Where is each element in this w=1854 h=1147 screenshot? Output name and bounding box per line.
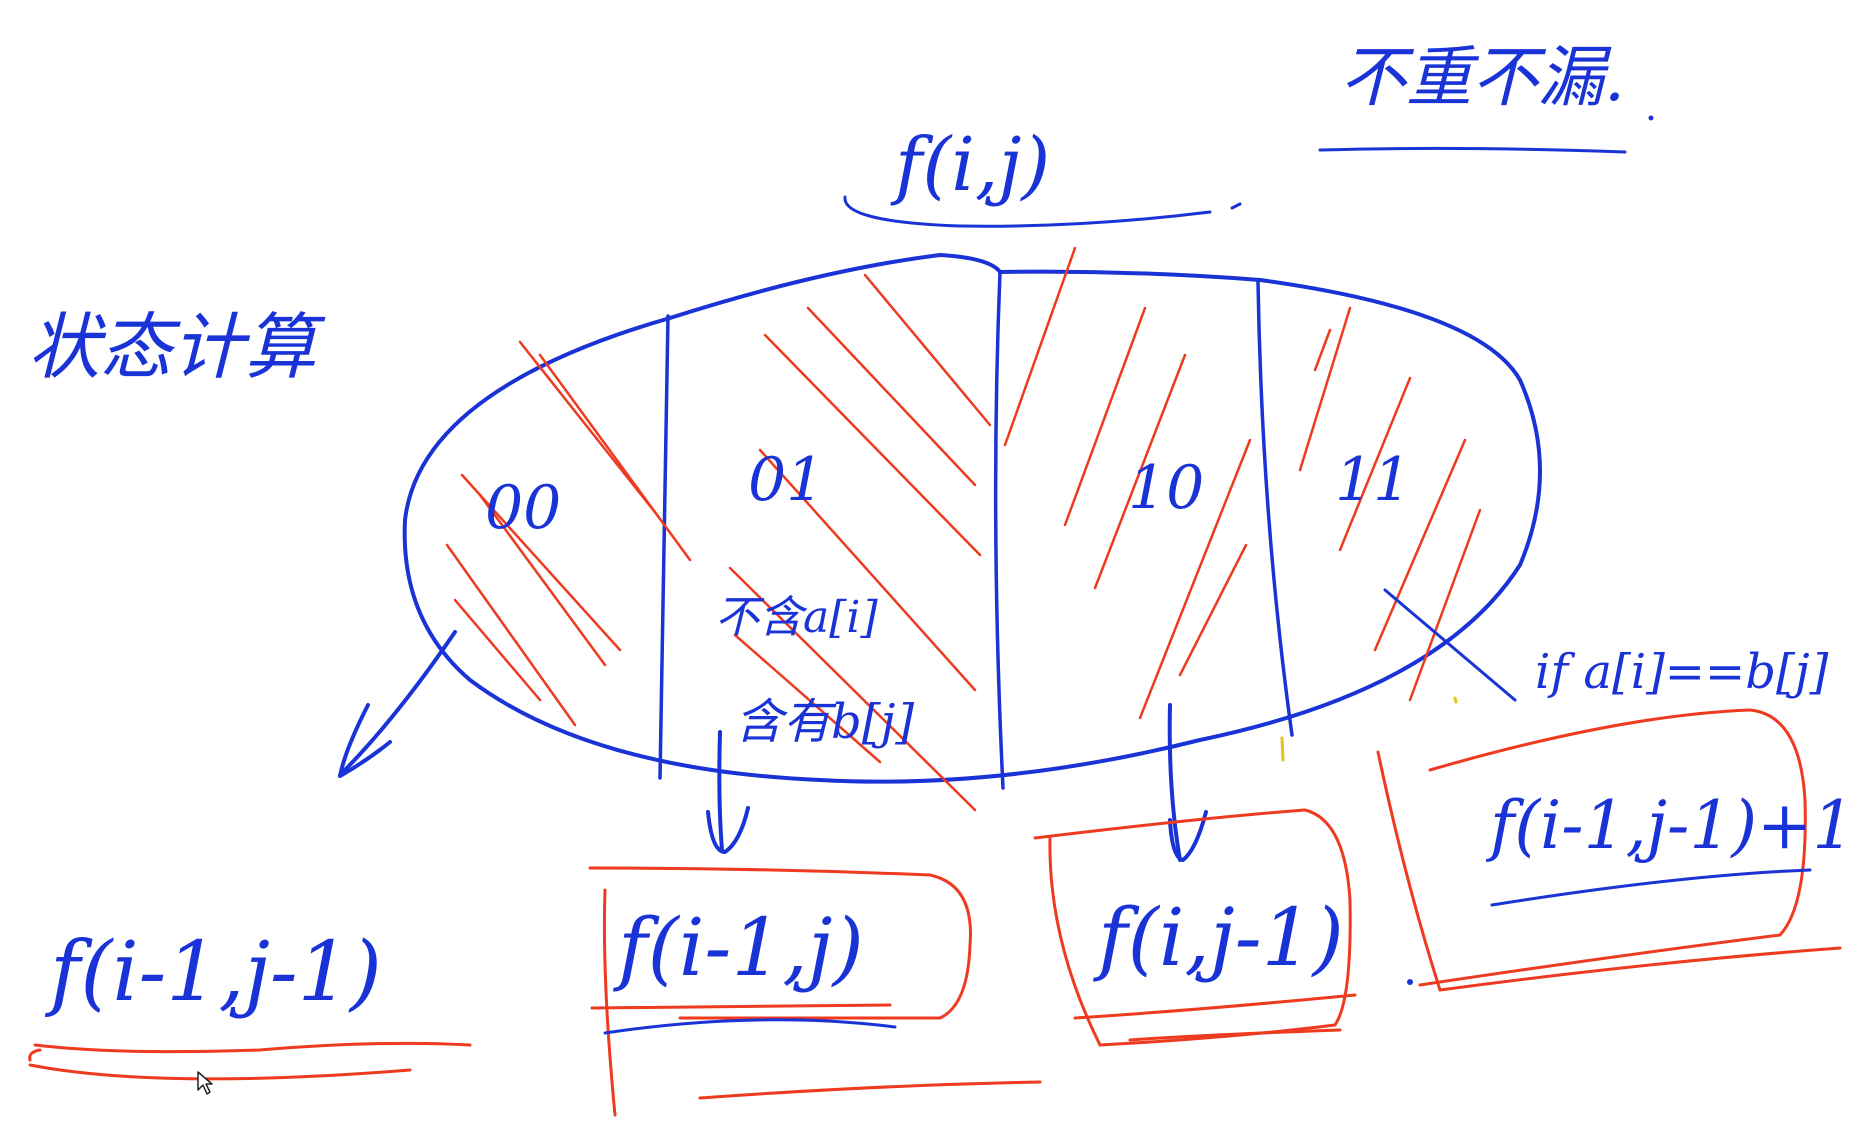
top-right-note: 不重不漏.: [1340, 39, 1625, 116]
region-11-label: 11: [1335, 445, 1411, 515]
divider-10-11: [1256, 280, 1294, 737]
formula-11-box: [1376, 708, 1842, 992]
arrow-00: [338, 630, 457, 777]
region-01-label: 01: [748, 445, 824, 515]
stray-ink-marks: [1407, 115, 1654, 985]
region-01-note-line2: 含有b[j]: [735, 694, 914, 750]
left-note: 状态计算: [28, 305, 326, 389]
region-11-pointer-line: [1383, 588, 1517, 702]
arrow-01-head: [706, 806, 750, 854]
region-10-label: 10: [1128, 453, 1204, 523]
formula-11: f(i-1,j-1)+1: [1485, 787, 1854, 864]
formula-00-underline: [28, 1041, 472, 1081]
arrow-10-head: [1168, 810, 1208, 862]
top-state-underline: [843, 195, 1212, 228]
yellow-ink-marks: [1280, 696, 1458, 762]
top-right-note-underline: [1318, 146, 1627, 154]
formula-01-box: [588, 866, 1042, 1117]
formula-01: f(i-1,j): [613, 901, 864, 994]
formula-10: f(i,j-1): [1093, 891, 1344, 984]
top-state-label: f(i,j): [890, 122, 1050, 208]
state-set-ellipse: [402, 253, 1542, 784]
arrows: [338, 630, 1208, 862]
divider-00-01: [658, 314, 670, 780]
mouse-cursor-icon: [197, 1071, 213, 1095]
formula-00: f(i-1,j-1): [44, 925, 382, 1020]
formula-11-underline: [1490, 868, 1812, 907]
region-00-label: 00: [485, 473, 561, 543]
formula-01-underline: [603, 1018, 897, 1035]
region-01-note-line1: 不含a[i]: [715, 592, 878, 643]
arrow-00-head: [338, 703, 392, 778]
arrow-10: [1167, 703, 1182, 862]
top-state-tick: [1230, 202, 1242, 210]
divider-01-10: [993, 270, 1005, 790]
condition-11: if a[i]==b[j]: [1535, 644, 1829, 700]
arrow-01: [717, 730, 724, 852]
red-hatching: [445, 246, 1482, 812]
formula-10-box: [1033, 808, 1357, 1047]
